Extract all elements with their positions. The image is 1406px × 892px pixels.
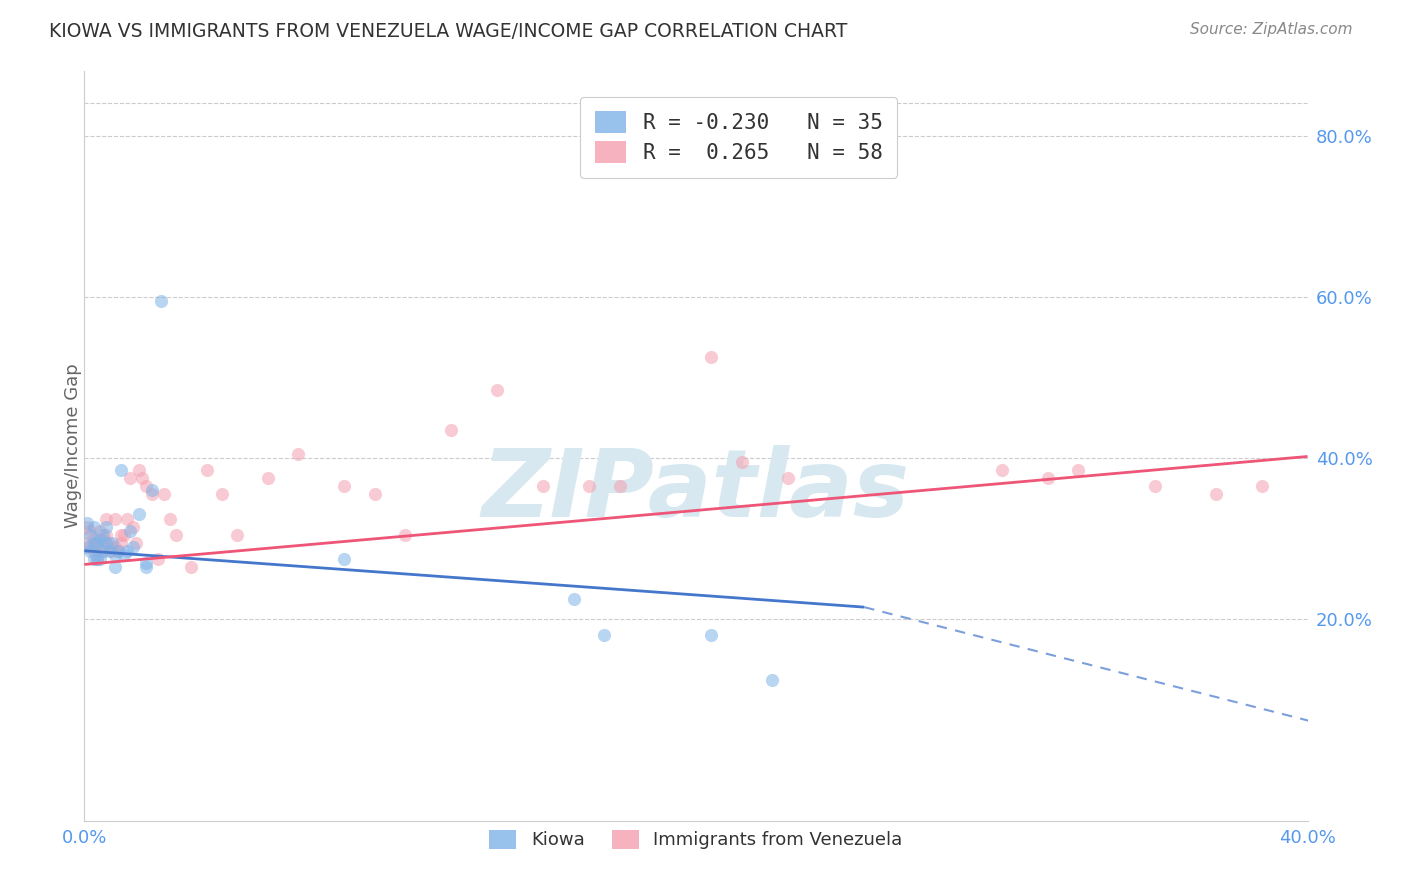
Point — [83, 532, 105, 546]
Point — [83, 535, 105, 549]
Point — [1036, 471, 1059, 485]
Point — [149, 293, 172, 308]
Legend: Kiowa, Immigrants from Venezuela: Kiowa, Immigrants from Venezuela — [482, 822, 910, 856]
Point — [110, 527, 132, 541]
Point — [104, 559, 127, 574]
Point — [91, 543, 114, 558]
Point — [287, 447, 309, 461]
Point — [211, 487, 233, 501]
Point — [159, 511, 181, 525]
Point — [94, 511, 117, 525]
Point — [76, 516, 98, 530]
Point — [135, 556, 157, 570]
Point — [135, 479, 157, 493]
Point — [153, 487, 176, 501]
Point — [141, 487, 163, 501]
Point — [122, 540, 145, 554]
Point — [128, 508, 150, 522]
Point — [76, 535, 98, 549]
Point — [394, 527, 416, 541]
Point — [700, 351, 723, 365]
Point — [86, 535, 108, 549]
Text: KIOWA VS IMMIGRANTS FROM VENEZUELA WAGE/INCOME GAP CORRELATION CHART: KIOWA VS IMMIGRANTS FROM VENEZUELA WAGE/… — [49, 22, 848, 41]
Point — [86, 535, 108, 549]
Point — [86, 551, 108, 566]
Point — [128, 463, 150, 477]
Point — [89, 524, 111, 538]
Point — [94, 535, 117, 549]
Point — [333, 551, 356, 566]
Point — [609, 479, 631, 493]
Point — [97, 535, 120, 549]
Point — [1250, 479, 1272, 493]
Point — [125, 535, 148, 549]
Point — [110, 463, 132, 477]
Point — [107, 543, 129, 558]
Point — [486, 383, 509, 397]
Point — [257, 471, 280, 485]
Point — [91, 543, 114, 558]
Point — [110, 535, 132, 549]
Point — [97, 540, 120, 554]
Point — [89, 540, 111, 554]
Point — [76, 519, 98, 533]
Point — [146, 551, 169, 566]
Point — [76, 540, 98, 554]
Point — [115, 511, 138, 525]
Point — [578, 479, 600, 493]
Point — [104, 548, 127, 562]
Point — [115, 543, 138, 558]
Point — [761, 673, 783, 687]
Point — [131, 471, 153, 485]
Point — [1205, 487, 1227, 501]
Point — [79, 540, 101, 554]
Point — [91, 527, 114, 541]
Point — [79, 524, 101, 538]
Point — [112, 548, 135, 562]
Point — [562, 592, 585, 607]
Point — [104, 540, 127, 554]
Point — [94, 527, 117, 541]
Point — [79, 543, 101, 558]
Point — [226, 527, 249, 541]
Point — [112, 527, 135, 541]
Point — [83, 551, 105, 566]
Point — [180, 559, 202, 574]
Point — [97, 543, 120, 558]
Point — [440, 423, 463, 437]
Point — [141, 483, 163, 498]
Point — [700, 628, 723, 642]
Point — [104, 511, 127, 525]
Point — [531, 479, 554, 493]
Point — [1143, 479, 1166, 493]
Point — [91, 532, 114, 546]
Point — [991, 463, 1014, 477]
Point — [165, 527, 187, 541]
Point — [83, 543, 105, 558]
Point — [122, 519, 145, 533]
Point — [1067, 463, 1090, 477]
Point — [79, 527, 101, 541]
Point — [364, 487, 387, 501]
Point — [107, 543, 129, 558]
Point — [776, 471, 799, 485]
Text: ZIPatlas: ZIPatlas — [482, 445, 910, 537]
Point — [333, 479, 356, 493]
Point — [731, 455, 754, 469]
Point — [120, 524, 142, 538]
Point — [101, 543, 124, 558]
Point — [89, 532, 111, 546]
Point — [120, 471, 142, 485]
Point — [101, 535, 124, 549]
Point — [94, 519, 117, 533]
Point — [195, 463, 218, 477]
Y-axis label: Wage/Income Gap: Wage/Income Gap — [65, 364, 82, 528]
Point — [89, 551, 111, 566]
Point — [593, 628, 616, 642]
Text: Source: ZipAtlas.com: Source: ZipAtlas.com — [1189, 22, 1353, 37]
Point — [83, 519, 105, 533]
Point — [86, 551, 108, 566]
Point — [135, 559, 157, 574]
